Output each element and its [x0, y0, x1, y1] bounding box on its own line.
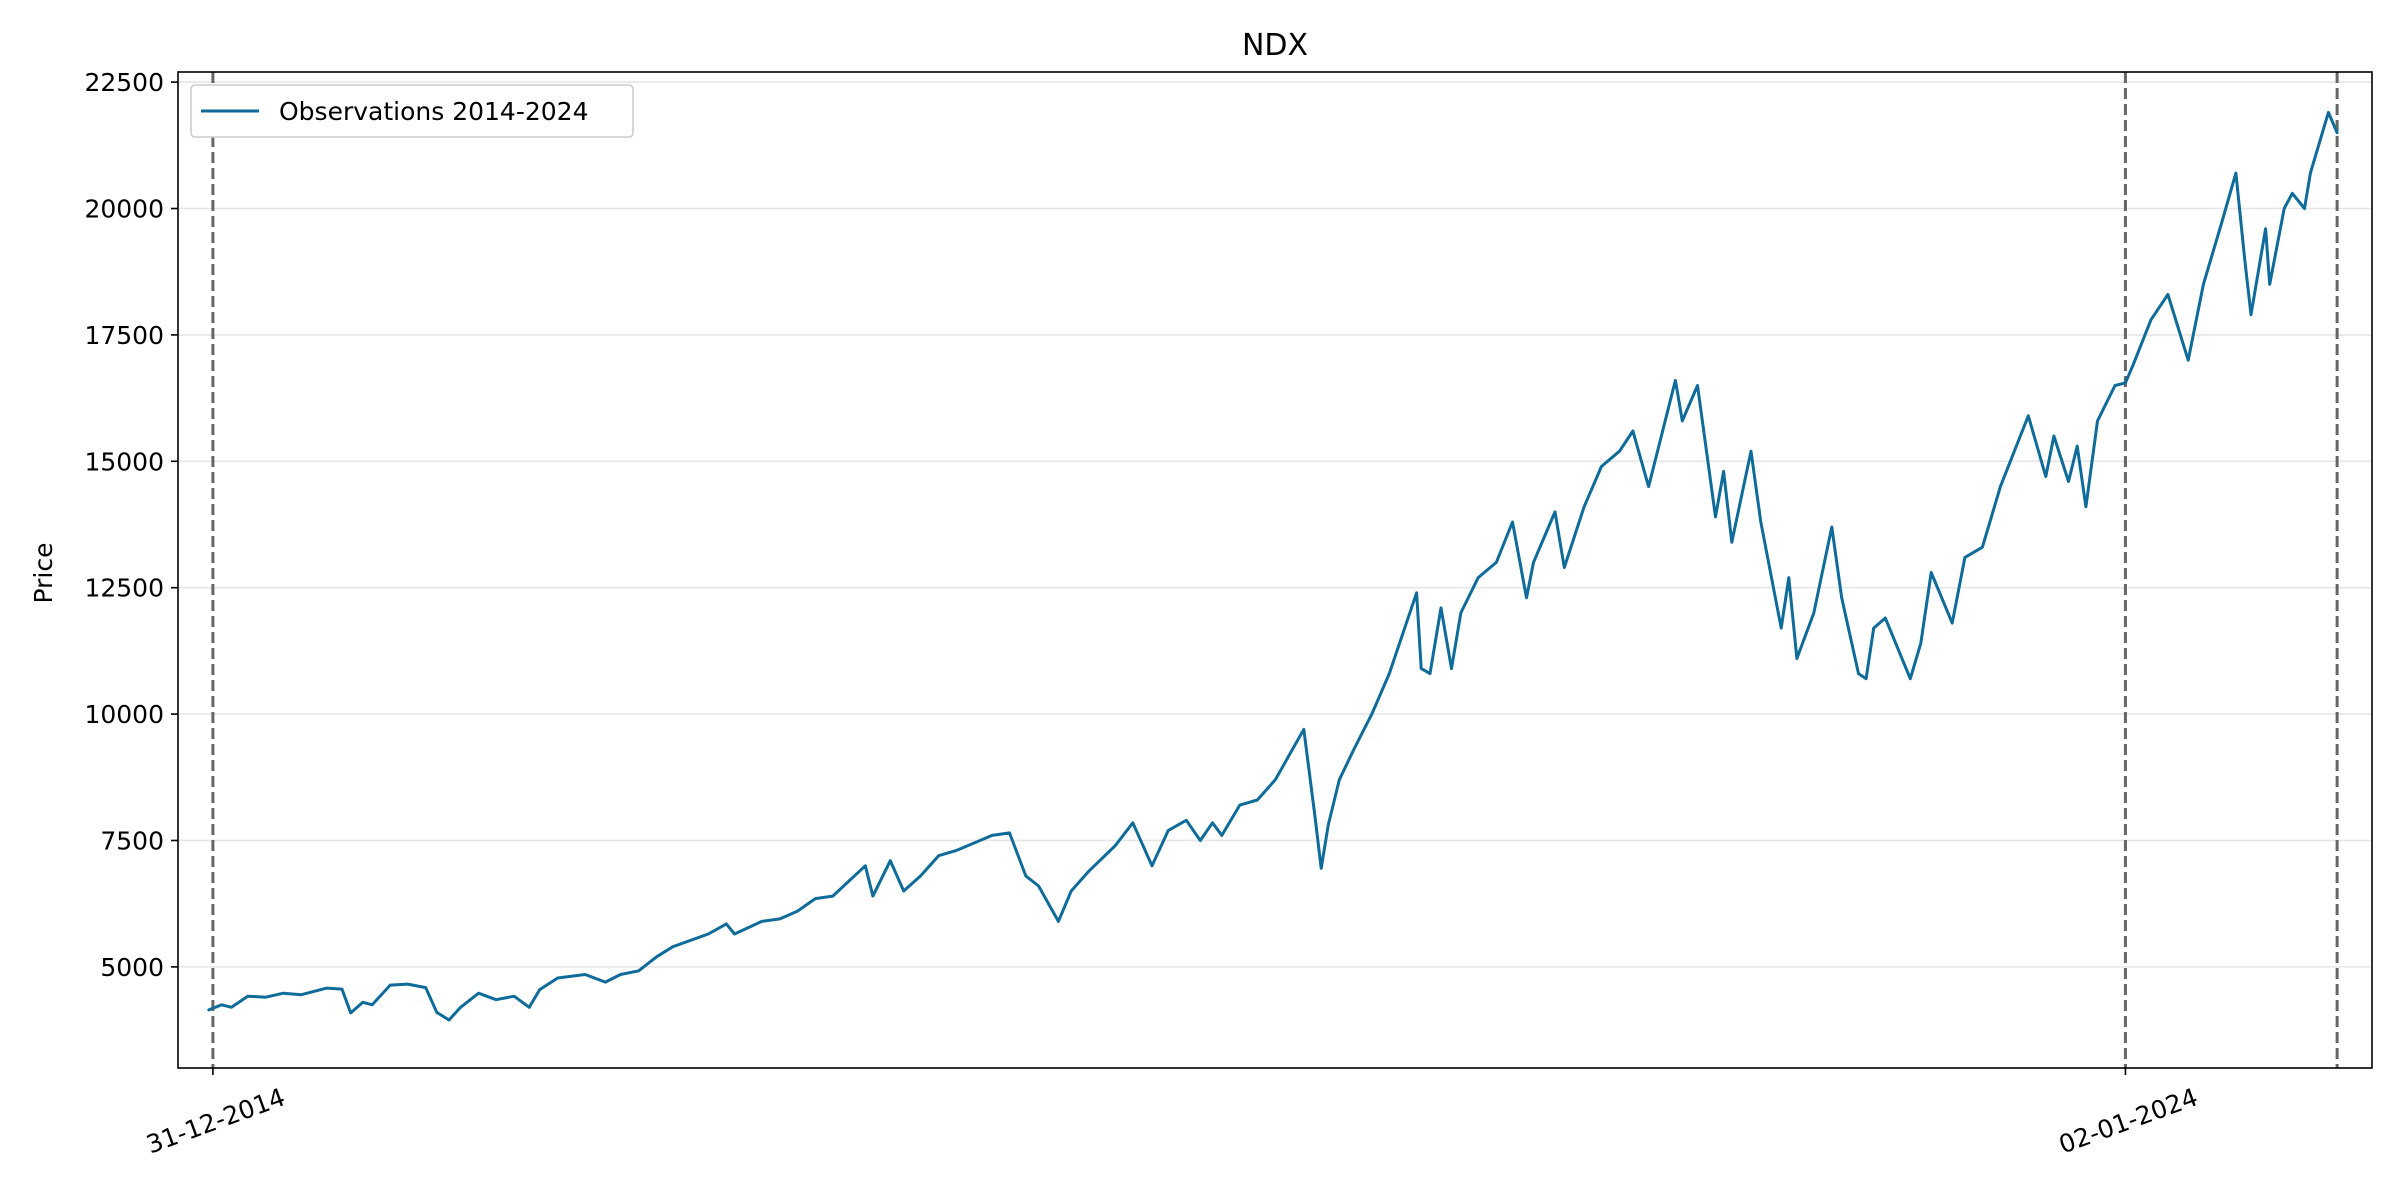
series-line [207, 110, 2339, 1022]
grid-layer [178, 81, 2372, 968]
y-tick-label: 17500 [84, 321, 164, 350]
y-axis-label: Price [29, 543, 58, 604]
y-tick-label: 20000 [84, 195, 164, 224]
legend: Observations 2014-2024 [190, 84, 634, 138]
chart-title: NDX [1242, 28, 1308, 63]
series-layer [207, 110, 2339, 1022]
y-tick-label: 10000 [84, 700, 164, 729]
plot-area-background [178, 72, 2372, 1068]
y-tick-label: 12500 [84, 574, 164, 603]
legend-label: Observations 2014-2024 [279, 97, 588, 126]
legend-box [190, 84, 634, 138]
vline-layer [211, 72, 2339, 1068]
y-tick-label: 22500 [84, 68, 164, 97]
plot-frame [177, 71, 2373, 1069]
y-tick-label: 7500 [100, 826, 164, 855]
y-tick-label: 15000 [84, 447, 164, 476]
y-tick-label: 5000 [100, 953, 164, 982]
y-axis: 5000 7500 10000 12500 15000 17500 20000 22500 [84, 68, 178, 982]
